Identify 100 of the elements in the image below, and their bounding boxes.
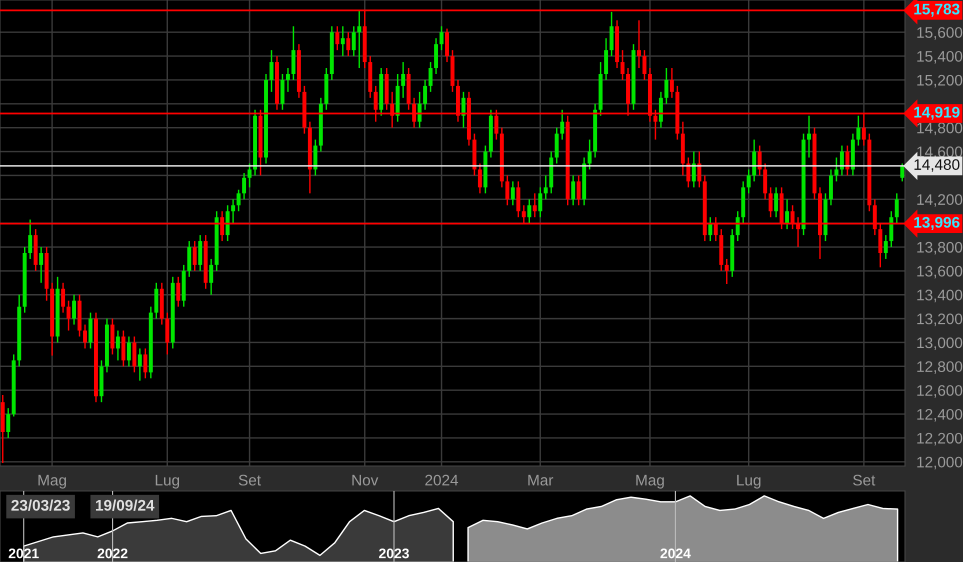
candlestick [154, 282, 158, 320]
ref-line-label: 14,480 [914, 159, 960, 172]
candlestick [884, 234, 888, 260]
candlestick [72, 294, 76, 326]
candlestick [165, 312, 170, 356]
candlestick [226, 204, 230, 242]
candlestick [758, 144, 762, 176]
candlestick [401, 61, 406, 99]
candlestick [571, 174, 576, 206]
y-tick-label: 13,400 [917, 290, 962, 302]
x-tick-label: Nov [352, 474, 378, 486]
y-tick-label: 12,600 [917, 385, 962, 398]
candlestick [346, 32, 350, 57]
candlestick [774, 186, 778, 218]
annotation: 19/09/24 [96, 500, 154, 511]
candlestick [620, 49, 625, 81]
candlestick [516, 180, 520, 218]
candlestick [461, 91, 466, 128]
candlestick [642, 49, 646, 81]
candlestick [736, 210, 740, 242]
candlestick [440, 26, 444, 51]
y-tick-label: 15,600 [917, 27, 962, 40]
candlestick [527, 198, 532, 224]
candlestick [889, 210, 894, 248]
y-tick-label: 12,400 [917, 408, 962, 422]
y-tick-label: 13,000 [917, 337, 962, 350]
y-tick-label: 15,200 [917, 74, 962, 88]
candlestick [121, 330, 126, 368]
candlestick [658, 91, 663, 128]
x-tick-label: Set [238, 474, 261, 486]
candlestick [270, 49, 274, 93]
candlestick [554, 126, 559, 164]
candlestick [434, 37, 438, 75]
candlestick [428, 61, 433, 93]
candlestick [39, 246, 44, 284]
candlestick [576, 174, 581, 206]
candlestick [670, 67, 674, 99]
y-tick-label: 14,200 [917, 194, 962, 207]
candlestick [286, 67, 290, 93]
candlestick [83, 324, 87, 350]
candlestick [478, 162, 482, 194]
candlestick [291, 26, 296, 81]
candlestick [280, 73, 284, 110]
candlestick [132, 336, 136, 374]
candlestick [445, 28, 449, 63]
x-tick-label: Mag [38, 474, 66, 489]
x-tick-label: Set [853, 474, 876, 486]
candlestick [198, 234, 202, 272]
candlestick [610, 11, 614, 57]
candlestick [763, 162, 768, 200]
x-tick-label: Lug [737, 474, 760, 489]
x-tick-label: Mag [636, 474, 664, 489]
candlestick [752, 138, 756, 182]
y-tick-label: 12,800 [917, 361, 962, 374]
candlestick [845, 144, 850, 176]
candlestick [807, 115, 811, 158]
candlestick [856, 115, 860, 146]
candlestick [236, 189, 241, 212]
candlestick [505, 174, 510, 206]
candlestick [840, 144, 844, 176]
annotation: 23/03/23 [11, 500, 70, 511]
candlestick [588, 138, 592, 170]
candlestick [697, 150, 702, 188]
ref-line-label: 15,783 [914, 4, 960, 17]
candlestick [664, 67, 668, 105]
candlestick [604, 37, 608, 81]
candlestick [110, 318, 114, 356]
candlestick [686, 156, 690, 188]
x-tick-label: 2024 [425, 474, 458, 486]
candlestick [313, 138, 318, 176]
candlestick [834, 156, 838, 182]
candlestick [116, 330, 120, 362]
candlestick [209, 258, 214, 296]
candlestick [248, 162, 252, 188]
candlestick [143, 348, 148, 379]
ref-line-label: 13,996 [914, 216, 960, 230]
candlestick [637, 20, 641, 69]
candlestick [126, 336, 131, 368]
candlestick [192, 240, 197, 272]
candlestick [242, 172, 246, 200]
candlestick [231, 198, 236, 224]
y-tick-label: 13,200 [917, 313, 962, 326]
candlestick [746, 168, 751, 194]
ref-line-label: 14,919 [914, 106, 960, 120]
y-tick-label: 12,200 [917, 432, 962, 446]
candlestick [423, 79, 428, 110]
candlestick [510, 180, 515, 206]
candlestick [828, 168, 833, 206]
candlestick [66, 300, 71, 332]
y-tick-label: 14,800 [917, 122, 962, 136]
y-tick-label: 13,600 [917, 266, 962, 278]
y-tick-label: 12,000 [917, 456, 962, 470]
x-tick-label: 2024 [660, 548, 691, 558]
candlestick [61, 282, 66, 314]
candlestick [88, 312, 92, 350]
y-tick-label: 15,400 [917, 50, 962, 64]
candlestick [28, 218, 32, 260]
candlestick [768, 186, 773, 218]
candlestick [340, 26, 345, 57]
candlestick [692, 150, 696, 188]
